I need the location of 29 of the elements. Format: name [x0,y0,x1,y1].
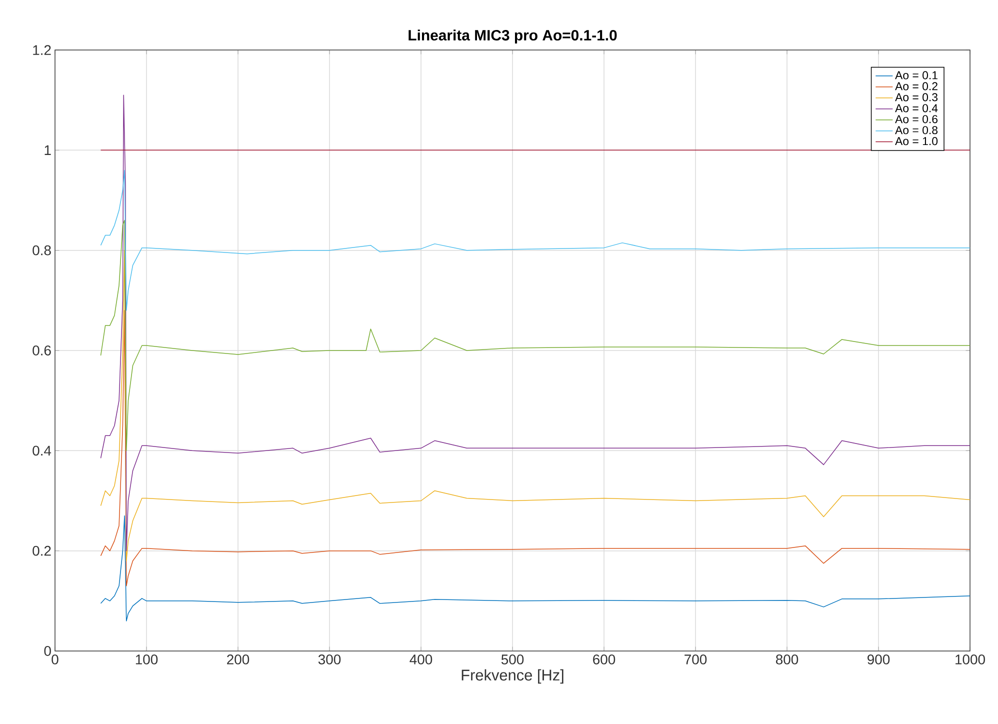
legend-label: Ao = 1.0 [895,137,938,146]
x-tick-label: 0 [52,654,58,664]
y-tick-label: 0 [44,646,51,656]
x-tick-label: 100 [136,654,158,664]
x-tick-label: 1000 [956,654,985,664]
x-tick-label: 800 [776,654,798,664]
x-axis-title: Frekvence [Hz] [462,669,564,684]
y-tick-label: 0.8 [32,245,51,256]
line-series [100,515,970,622]
y-tick-label: 1 [44,145,51,155]
y-tick-label: 0.2 [32,546,51,556]
legend-label: Ao = 0.8 [895,126,938,134]
x-tick-label: 500 [501,654,524,664]
chart-title: Linearita MIC3 pro Ao=0.1-1.0 [408,30,617,44]
legend-label: Ao = 0.2 [895,82,938,90]
x-tick-label: 600 [593,654,616,664]
legend-label: Ao = 0.1 [895,71,938,80]
x-tick-label: 900 [868,654,890,664]
y-tick-label: 1.2 [33,45,51,55]
line-series [100,170,970,311]
legend-label: Ao = 0.6 [895,115,938,124]
x-tick-label: 700 [684,654,707,664]
legend-label: Ao = 0.3 [895,93,938,102]
x-tick-label: 300 [318,654,341,664]
y-tick-label: 0.4 [32,446,52,456]
y-tick-label: 0.6 [32,346,51,356]
x-tick-label: 400 [410,654,432,664]
x-tick-label: 200 [227,654,250,664]
legend-label: Ao = 0.4 [895,104,938,112]
